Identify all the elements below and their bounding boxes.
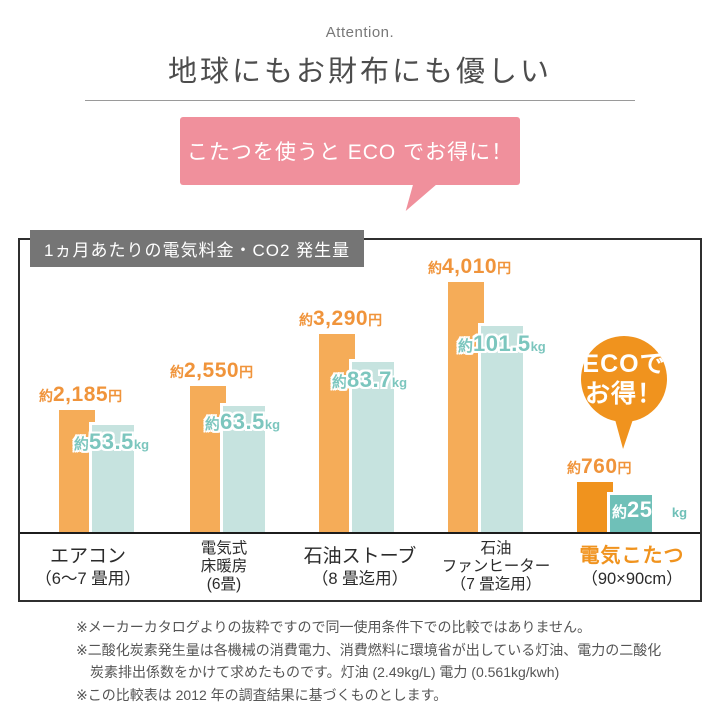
cost-label-prefix: 約 bbox=[428, 260, 442, 276]
category-size: （8 畳迄用） bbox=[311, 569, 409, 588]
cost-label-value: 2,185 bbox=[53, 383, 109, 406]
category-size: （7 畳迄用） bbox=[450, 576, 542, 594]
bar-co2-floorheating bbox=[223, 406, 265, 532]
cost-label-value: 2,550 bbox=[184, 359, 240, 382]
co2-label-fanheater: 約101.5kg bbox=[458, 331, 546, 357]
category-size: （90×90cm） bbox=[581, 570, 683, 589]
bar-co2-kotatsu bbox=[610, 495, 652, 532]
footnote-item: ※この比較表は 2012 年の調査結果に基づくものとします。 bbox=[76, 687, 448, 704]
category-name: 石油ストーブ bbox=[303, 545, 417, 567]
co2-label-unit: kg bbox=[133, 437, 150, 452]
bar-cost-aircon bbox=[59, 410, 95, 532]
bar-co2-fanheater bbox=[481, 326, 523, 532]
cost-label-floorheating: 約2,550円 bbox=[170, 359, 253, 383]
co2-label-unit: kg bbox=[530, 339, 546, 354]
co2-label-prefix: 約 bbox=[612, 504, 628, 521]
cost-label-oilstove: 約3,290円 bbox=[299, 307, 382, 331]
chart-title-tag: 1ヵ月あたりの電気料金・CO2 発生量 bbox=[30, 230, 365, 267]
co2-label-value: 83.7 bbox=[347, 367, 392, 392]
cost-label-fanheater: 約4,010円 bbox=[428, 255, 511, 279]
cost-label-value: 760 bbox=[581, 455, 618, 478]
cost-label-kotatsu: 約760円 bbox=[567, 455, 632, 479]
category-name: エアコン bbox=[49, 545, 126, 567]
cost-label-prefix: 約 bbox=[170, 364, 184, 380]
co2-label-unit: kg bbox=[391, 375, 408, 390]
eco-badge-line1: ECOで bbox=[582, 350, 666, 378]
co2-label-unit: kg bbox=[671, 505, 688, 520]
eco-badge-line2: お得！ bbox=[584, 380, 663, 408]
header-divider bbox=[85, 100, 635, 101]
co2-label-value: 53.5 bbox=[89, 429, 134, 454]
category-size: （6〜7 畳用） bbox=[35, 569, 141, 588]
speech-bubble: こたつを使うと ECO でお得に！ bbox=[180, 117, 520, 185]
chart-panel: 1ヵ月あたりの電気料金・CO2 発生量 約2,185円 約2,550円 約3,2… bbox=[18, 230, 702, 602]
category-fanheater: 石油 ファンヒーター （7 畳迄用） bbox=[428, 534, 564, 600]
bar-cost-oilstove bbox=[319, 334, 355, 532]
footnotes: ※メーカーカタログよりの抜粋ですので同一使用条件下での比較ではありません。 ※二… bbox=[76, 616, 670, 707]
eyebrow-text: Attention. bbox=[325, 24, 395, 41]
cost-label-unit: 円 bbox=[617, 460, 632, 476]
speech-bubble-text: こたつを使うと ECO でお得に！ bbox=[186, 141, 514, 164]
footnote-item: ※二酸化炭素発生量は各機械の消費電力、消費燃料に環境省が出している灯油、電力の二… bbox=[76, 641, 662, 681]
speech-bubble-tail bbox=[405, 184, 437, 211]
bar-cost-floorheating bbox=[190, 386, 226, 532]
category-name: 電気式 bbox=[200, 539, 248, 557]
category-labels-row: エアコン （6〜7 畳用） 電気式 床暖房 (6畳) 石油ストーブ （8 畳迄用… bbox=[20, 534, 700, 600]
cost-label-value: 4,010 bbox=[442, 255, 498, 278]
bar-co2-aircon bbox=[92, 425, 134, 532]
category-name: ファンヒーター bbox=[441, 557, 551, 575]
cost-label-prefix: 約 bbox=[39, 388, 53, 404]
co2-label-oilstove: 約83.7kg bbox=[332, 367, 407, 393]
bar-co2-oilstove bbox=[352, 362, 394, 532]
eco-badge: ECOで お得！ bbox=[581, 336, 667, 422]
co2-label-prefix: 約 bbox=[458, 338, 474, 355]
category-oilstove: 石油ストーブ （8 畳迄用） bbox=[292, 534, 428, 600]
bar-cost-kotatsu bbox=[577, 482, 613, 532]
category-name-highlight: 電気こたつ bbox=[579, 545, 685, 568]
co2-label-floorheating: 約63.5kg bbox=[205, 409, 280, 435]
category-kotatsu: 電気こたつ （90×90cm） bbox=[564, 534, 700, 600]
category-name: 石油 bbox=[480, 539, 512, 557]
co2-label-prefix: 約 bbox=[332, 374, 348, 391]
page-title: 地球にもお財布にも優しい bbox=[167, 56, 552, 88]
category-aircon: エアコン （6〜7 畳用） bbox=[20, 534, 156, 600]
category-floorheating: 電気式 床暖房 (6畳) bbox=[156, 534, 292, 600]
bar-cost-fanheater bbox=[448, 282, 484, 532]
cost-label-aircon: 約2,185円 bbox=[39, 383, 122, 407]
chart-baseline bbox=[20, 532, 700, 534]
co2-label-value: 25.9 bbox=[627, 497, 672, 522]
cost-label-unit: 円 bbox=[108, 388, 123, 404]
co2-label-value: 101.5 bbox=[473, 331, 531, 356]
footnote-item: ※メーカーカタログよりの抜粋ですので同一使用条件下での比較ではありません。 bbox=[76, 619, 592, 635]
cost-label-unit: 円 bbox=[368, 312, 383, 328]
cost-label-prefix: 約 bbox=[299, 312, 313, 328]
co2-label-kotatsu: 約25.9kg bbox=[612, 497, 687, 523]
eco-badge-tail bbox=[614, 419, 634, 449]
cost-label-prefix: 約 bbox=[567, 460, 581, 476]
cost-label-value: 3,290 bbox=[313, 307, 369, 330]
category-size: (6畳) bbox=[206, 576, 242, 594]
category-name: 床暖房 bbox=[200, 557, 248, 575]
co2-label-prefix: 約 bbox=[74, 436, 90, 453]
cost-label-unit: 円 bbox=[239, 364, 254, 380]
co2-label-prefix: 約 bbox=[205, 416, 221, 433]
cost-label-unit: 円 bbox=[497, 260, 512, 276]
co2-label-aircon: 約53.5kg bbox=[74, 429, 149, 455]
co2-label-value: 63.5 bbox=[220, 409, 265, 434]
co2-label-unit: kg bbox=[264, 417, 281, 432]
